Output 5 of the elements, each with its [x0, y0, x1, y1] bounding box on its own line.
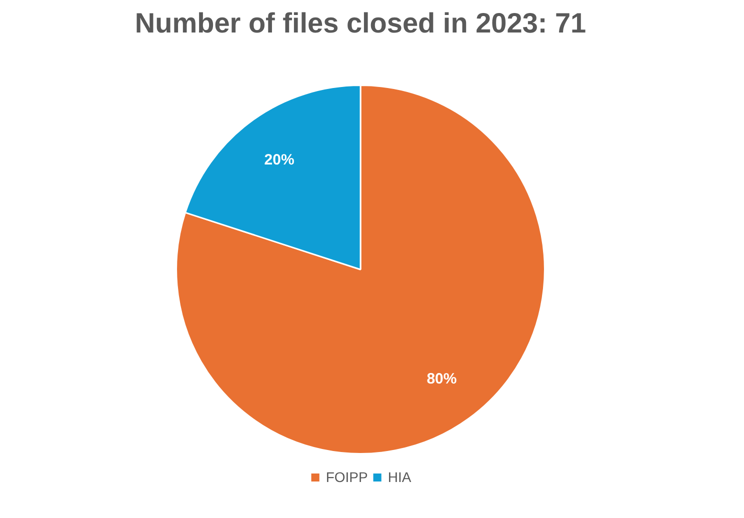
legend-label: FOIPP — [326, 469, 368, 485]
data-label: 80% — [426, 370, 457, 388]
chart-title: Number of files closed in 2023: 71 — [134, 8, 586, 38]
data-label: 20% — [264, 151, 294, 168]
legend-label: HIA — [388, 469, 412, 485]
